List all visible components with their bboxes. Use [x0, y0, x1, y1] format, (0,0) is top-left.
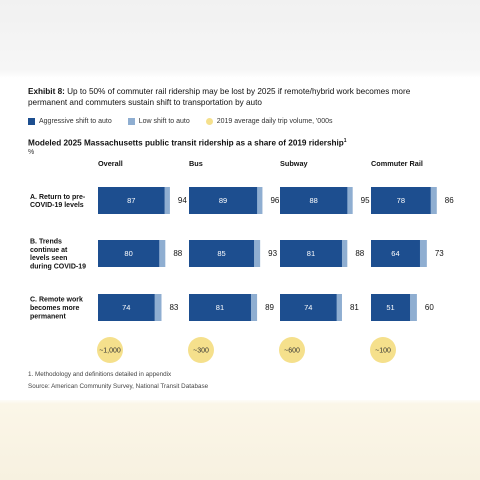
- value-label-aggressive-r3-commuter-rail: 51: [386, 303, 394, 312]
- trip-volume-label-overall: ~1,000: [99, 348, 121, 355]
- column-header-commuter-rail: Commuter Rail: [371, 159, 423, 168]
- value-label-low-r2-subway: 88: [355, 249, 364, 258]
- bar-aggressive-shift-r1-commuter-rail: [371, 187, 431, 214]
- footnote: 1. Methodology and definitions detailed …: [28, 371, 172, 378]
- column-header-overall: Overall: [98, 159, 123, 168]
- value-label-aggressive-r2-subway: 81: [307, 249, 315, 258]
- value-label-aggressive-r3-bus: 81: [216, 303, 224, 312]
- legend-label-aggressive: Aggressive shift to auto: [39, 118, 112, 125]
- bar-aggressive-shift-r3-bus: [189, 294, 251, 321]
- chart-title-sup: 1: [343, 138, 347, 144]
- value-label-aggressive-r2-overall: 80: [124, 249, 132, 258]
- value-label-aggressive-r2-bus: 85: [217, 249, 225, 258]
- chart-title-text: Modeled 2025 Massachusetts public transi…: [28, 138, 344, 148]
- trip-volume-label-subway: ~600: [284, 348, 300, 355]
- value-label-low-r3-commuter-rail: 60: [425, 303, 434, 312]
- legend-label-low: Low shift to auto: [138, 118, 190, 125]
- source-note: Source: American Community Survey, Natio…: [28, 383, 209, 390]
- bar-aggressive-shift-r1-bus: [189, 187, 258, 214]
- legend: Aggressive shift to auto Low shift to au…: [28, 118, 333, 125]
- value-label-aggressive-r1-subway: 88: [309, 196, 317, 205]
- chart-title: Modeled 2025 Massachusetts public transi…: [28, 138, 347, 148]
- value-label-low-r3-overall: 83: [169, 303, 178, 312]
- value-label-low-r1-bus: 96: [270, 196, 279, 205]
- column-header-subway: Subway: [280, 159, 309, 168]
- value-label-low-r2-overall: 88: [173, 249, 182, 258]
- exhibit-label: Exhibit 8:: [28, 87, 65, 96]
- row-label-3-line-2: becomes more: [30, 305, 80, 312]
- trip-volume-circle-commuter-rail: [370, 337, 396, 363]
- value-label-low-r2-bus: 93: [268, 249, 277, 258]
- bar-aggressive-shift-r2-subway: [280, 240, 342, 267]
- row-label-3-line-1: C. Remote work: [30, 297, 83, 304]
- row-label-2-line-1: B. Trends: [30, 238, 62, 245]
- exhibit-title: Exhibit 8: Up to 50% of commuter rail ri…: [28, 86, 448, 108]
- trip-volume-label-bus: ~300: [193, 348, 209, 355]
- value-label-low-r1-overall: 94: [178, 196, 187, 205]
- trip-volume-label-commuter-rail: ~100: [375, 348, 391, 355]
- legend-label-trip-volume: 2019 average daily trip volume, '000s: [216, 118, 333, 125]
- trip-volume-circle-overall: [97, 337, 123, 363]
- row-label-2-line-3: levels seen: [30, 255, 67, 262]
- value-label-aggressive-r1-commuter-rail: 78: [397, 196, 405, 205]
- value-label-low-r3-bus: 89: [265, 303, 274, 312]
- legend-item-aggressive: Aggressive shift to auto: [28, 118, 112, 125]
- bar-aggressive-shift-r1-overall: [98, 187, 165, 214]
- chart-unit: %: [28, 149, 35, 156]
- row-label-2-line-2: continue at: [30, 247, 68, 254]
- exhibit-card: Exhibit 8: Up to 50% of commuter rail ri…: [0, 78, 480, 400]
- value-label-aggressive-r1-bus: 89: [219, 196, 227, 205]
- bar-aggressive-shift-r1-subway: [280, 187, 348, 214]
- value-label-low-r1-commuter-rail: 86: [445, 196, 454, 205]
- bar-aggressive-shift-r3-overall: [98, 294, 155, 321]
- legend-swatch-low: [127, 118, 135, 125]
- column-header-bus: Bus: [189, 159, 203, 168]
- value-label-aggressive-r2-commuter-rail: 64: [391, 249, 399, 258]
- value-label-aggressive-r3-subway: 74: [304, 303, 312, 312]
- value-label-low-r2-commuter-rail: 73: [435, 249, 444, 258]
- bar-aggressive-shift-r3-subway: [280, 294, 337, 321]
- bar-aggressive-shift-r2-bus: [189, 240, 255, 267]
- legend-swatch-trip-volume: [205, 118, 213, 125]
- legend-item-trip-volume: 2019 average daily trip volume, '000s: [205, 118, 333, 125]
- value-label-aggressive-r1-overall: 87: [127, 196, 135, 205]
- legend-item-low: Low shift to auto: [127, 118, 190, 125]
- row-label-1-line-1: A. Return to pre-: [30, 194, 86, 201]
- bar-aggressive-shift-r3-commuter-rail: [371, 294, 411, 321]
- value-label-low-r1-subway: 95: [361, 196, 370, 205]
- row-label-2-line-4: during COVID-19: [30, 264, 86, 271]
- bar-aggressive-shift-r2-overall: [98, 240, 160, 267]
- row-label-1-line-2: COVID-19 levels: [30, 202, 84, 209]
- exhibit-text: Up to 50% of commuter rail ridership may…: [28, 87, 411, 107]
- bar-aggressive-shift-r2-commuter-rail: [371, 240, 420, 267]
- legend-swatch-aggressive: [28, 118, 35, 125]
- row-label-3-line-3: permanent: [30, 313, 66, 320]
- trip-volume-circle-bus: [188, 337, 214, 363]
- value-label-low-r3-subway: 81: [350, 303, 359, 312]
- trip-volume-circle-subway: [279, 337, 305, 363]
- value-label-aggressive-r3-overall: 74: [122, 303, 130, 312]
